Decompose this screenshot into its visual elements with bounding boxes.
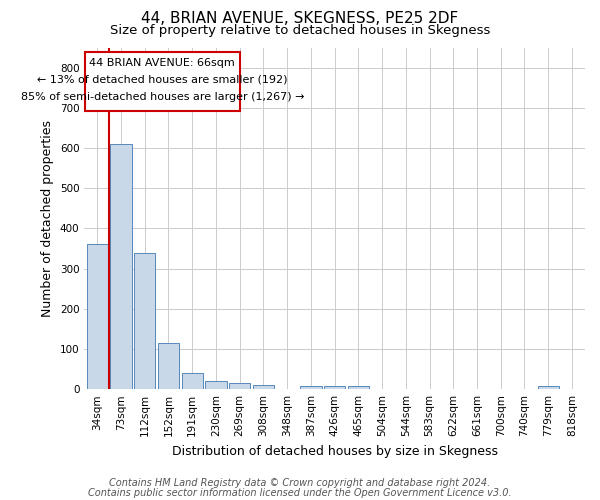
Text: ← 13% of detached houses are smaller (192): ← 13% of detached houses are smaller (19… [37,74,287,85]
Y-axis label: Number of detached properties: Number of detached properties [41,120,54,317]
Bar [182,373,203,389]
Bar [538,386,559,389]
Bar [300,386,322,389]
Text: Contains public sector information licensed under the Open Government Licence v3: Contains public sector information licen… [88,488,512,498]
X-axis label: Distribution of detached houses by size in Skegness: Distribution of detached houses by size … [172,444,497,458]
FancyBboxPatch shape [85,52,239,110]
Bar [86,244,108,389]
Bar [158,343,179,389]
Bar [324,386,346,389]
Text: Size of property relative to detached houses in Skegness: Size of property relative to detached ho… [110,24,490,37]
Bar [205,381,227,389]
Text: Contains HM Land Registry data © Crown copyright and database right 2024.: Contains HM Land Registry data © Crown c… [109,478,491,488]
Text: 44, BRIAN AVENUE, SKEGNESS, PE25 2DF: 44, BRIAN AVENUE, SKEGNESS, PE25 2DF [142,11,458,26]
Bar [229,383,250,389]
Text: 44 BRIAN AVENUE: 66sqm: 44 BRIAN AVENUE: 66sqm [89,58,235,68]
Bar [347,386,369,389]
Text: 85% of semi-detached houses are larger (1,267) →: 85% of semi-detached houses are larger (… [20,92,304,102]
Bar [253,385,274,389]
Bar [134,252,155,389]
Bar [110,144,132,389]
